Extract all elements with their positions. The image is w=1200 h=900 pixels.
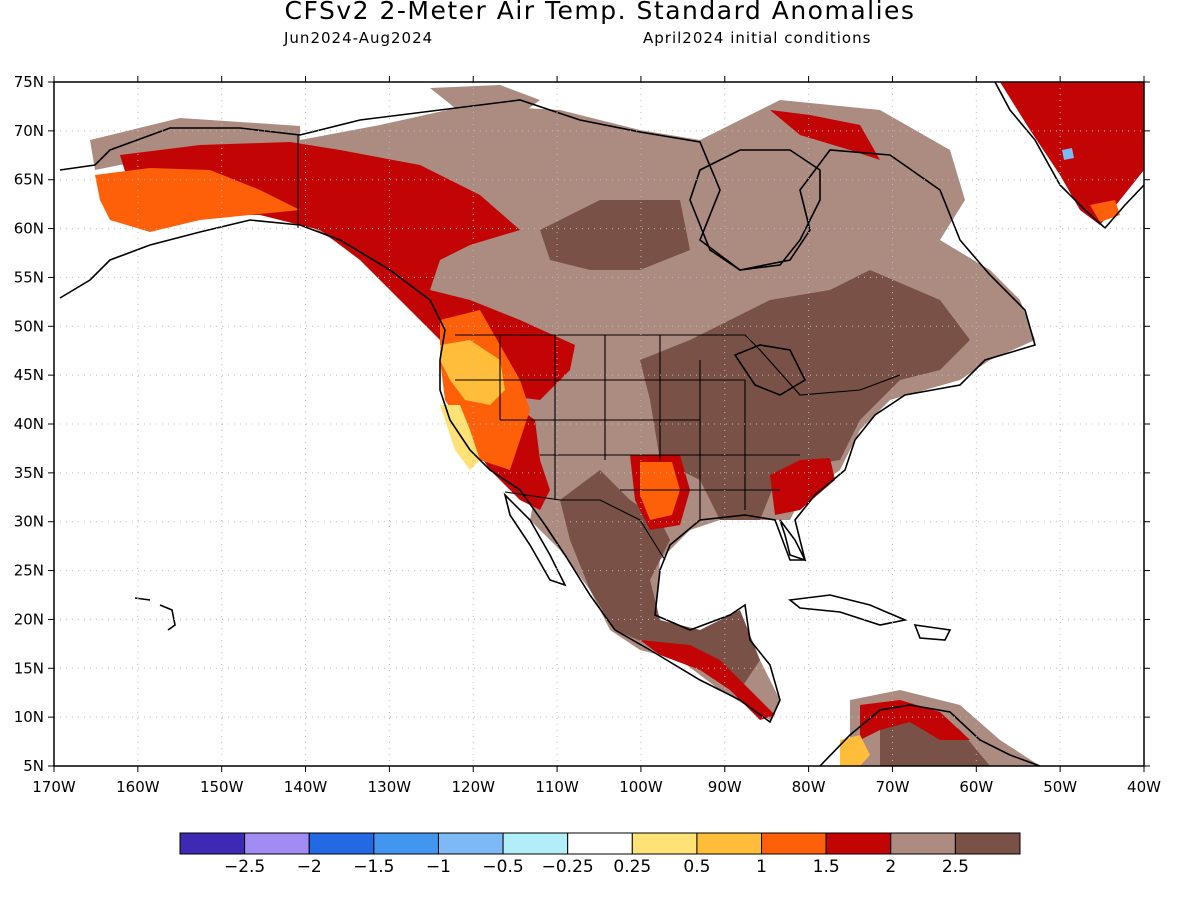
- colorbar-swatch: [502, 832, 569, 855]
- anomaly-region-orange-red-plains: [640, 462, 680, 520]
- colorbar-swatch: [373, 832, 439, 855]
- us-canada-border: [455, 334, 901, 396]
- lat-label: 10N: [14, 708, 44, 726]
- axis-ticks: [48, 76, 1150, 772]
- colorbar-label: 2: [885, 857, 896, 877]
- colorbar-swatch: [244, 832, 310, 855]
- colorbar-swatch: [437, 832, 504, 855]
- anomaly-region-orange-south-america: [840, 735, 870, 766]
- anomaly-region-light-blue-greenland: [1062, 148, 1074, 160]
- anomaly-region-dark-red-labrador: [770, 110, 880, 160]
- colorbar-swatch: [308, 832, 375, 855]
- political-borders: [297, 135, 901, 561]
- anomaly-region-orange-west: [440, 340, 505, 405]
- greenland-coastline: [994, 82, 1144, 230]
- florida: [779, 519, 807, 562]
- south-america-coastline: [819, 704, 1041, 766]
- lat-label: 70N: [14, 122, 44, 140]
- forecast-period: Jun2024-Aug2024: [284, 29, 434, 47]
- colorbar-label: −2.5: [224, 857, 265, 877]
- lat-label: 25N: [14, 562, 44, 580]
- colorbar-label: −2: [297, 857, 322, 877]
- colorbar-swatch: [954, 832, 1021, 855]
- map-title: CFSv2 2-Meter Air Temp. Standard Anomali…: [284, 0, 916, 25]
- colorbar-swatch: [631, 832, 698, 855]
- lon-label: 110W: [535, 778, 579, 796]
- lon-label: 120W: [451, 778, 495, 796]
- colorbar-swatch: [696, 832, 763, 855]
- colorbar-label: 1.5: [813, 857, 840, 877]
- colorbar-label: 2.5: [942, 857, 969, 877]
- lon-label: 50W: [1043, 778, 1077, 796]
- lat-label: 65N: [14, 171, 44, 189]
- lat-label: 60N: [14, 220, 44, 238]
- colorbar-swatch: [825, 832, 892, 855]
- lat-label: 50N: [14, 317, 44, 335]
- lon-label: 70W: [876, 778, 910, 796]
- lat-label: 45N: [14, 366, 44, 384]
- baja-california: [503, 492, 567, 587]
- lat-label: 35N: [14, 464, 44, 482]
- initial-conditions: April2024 initial conditions: [643, 29, 872, 47]
- colorbar-swatch: [179, 832, 246, 855]
- lat-label: 30N: [14, 513, 44, 531]
- lon-label: 140W: [284, 778, 328, 796]
- colorbar-label: −1: [426, 857, 451, 877]
- lat-label: 75N: [14, 73, 44, 91]
- colorbar-label: −0.5: [482, 857, 523, 877]
- lon-label: 80W: [792, 778, 826, 796]
- us-mexico-border: [504, 491, 666, 561]
- north-america-coastline: [59, 99, 1036, 724]
- anomaly-region-dark-brown-mexico: [560, 470, 760, 690]
- colorbar-label: 1: [756, 857, 767, 877]
- lat-label: 15N: [14, 659, 44, 677]
- lon-label: 90W: [708, 778, 742, 796]
- lon-label: 170W: [32, 778, 76, 796]
- coastlines: [59, 82, 1144, 766]
- us-state-lines: [455, 335, 800, 520]
- graticule: [54, 82, 1144, 766]
- lat-label: 5N: [23, 757, 44, 775]
- hudson-bay-coastline: [689, 149, 821, 271]
- lon-label: 100W: [619, 778, 663, 796]
- anomaly-region-orange-red-greenland: [1090, 200, 1120, 222]
- great-lakes: [733, 344, 807, 396]
- colorbar-label: −0.25: [542, 857, 594, 877]
- colorbar-boxes: [179, 832, 1021, 855]
- colorbar-label: −1.5: [353, 857, 394, 877]
- colorbar-labels: −2.5 −2 −1.5 −1 −0.5 −0.25 0.25 0.5 1 1.5 2 2.5: [224, 857, 969, 877]
- anomaly-region-dark-brown-hudson: [540, 200, 690, 270]
- colorbar-swatch: [567, 832, 633, 855]
- lat-label: 40N: [14, 415, 44, 433]
- colorbar-label: 0.25: [613, 857, 651, 877]
- anomaly-region-dark-red-sa: [860, 700, 970, 740]
- lon-label: 150W: [200, 778, 244, 796]
- lon-label: 130W: [368, 778, 412, 796]
- lon-label: 60W: [959, 778, 993, 796]
- anomaly-region-dark-red-southeast: [770, 458, 835, 515]
- colorbar-swatch: [890, 832, 956, 855]
- lon-label: 40W: [1127, 778, 1161, 796]
- axis-labels: 75N 70N 65N 60N 55N 50N 45N 40N 35N 30N 25N 20N 15N 1…: [14, 73, 1161, 796]
- anomaly-region-orange-red-alaska: [95, 168, 300, 232]
- lat-label: 20N: [14, 610, 44, 628]
- colorbar-swatch: [761, 832, 827, 855]
- hispaniola: [913, 624, 952, 641]
- lat-label: 55N: [14, 268, 44, 286]
- anomaly-region-dark-brown-sa: [880, 710, 990, 766]
- colorbar-label: 0.5: [683, 857, 710, 877]
- lon-label: 160W: [116, 778, 160, 796]
